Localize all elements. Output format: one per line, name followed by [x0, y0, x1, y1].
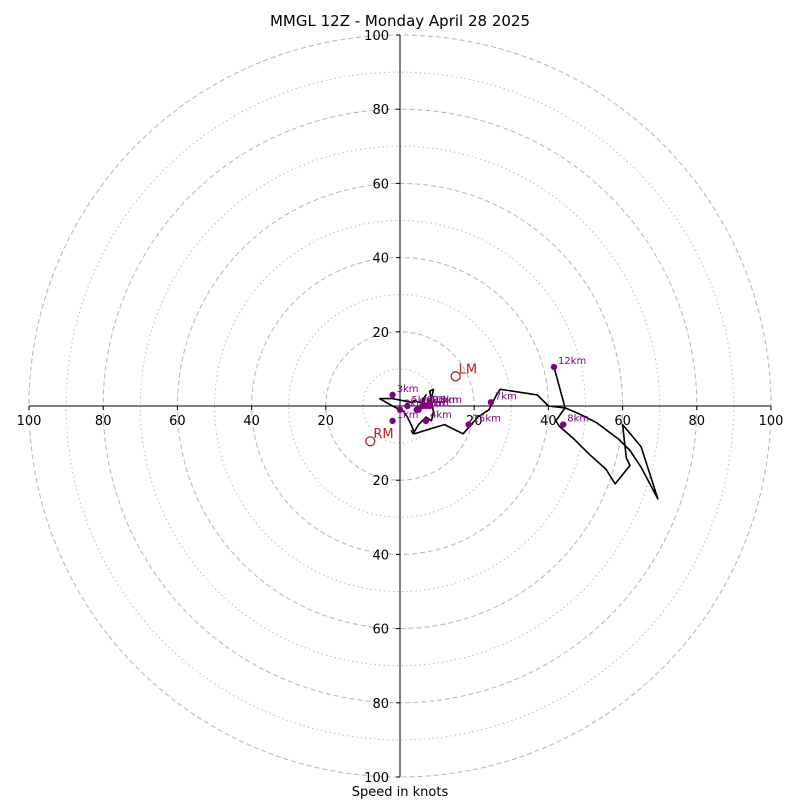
storm-motion-label: RM — [373, 427, 393, 442]
height-marker-label: 13km — [434, 395, 462, 406]
storm-motion-markers: LM RM — [365, 362, 477, 447]
height-marker-label: 12km — [558, 356, 586, 367]
y-tick-label: 60 — [372, 623, 389, 638]
height-marker-label: 3km — [397, 384, 419, 395]
y-tick-label: 60 — [372, 177, 389, 192]
height-marker-dot — [389, 417, 396, 425]
x-tick-label: 20 — [318, 414, 335, 429]
storm-motion-marker — [450, 371, 461, 382]
height-marker-dot — [413, 406, 420, 413]
x-tick-label: 80 — [689, 414, 706, 429]
x-tick-label: 80 — [95, 414, 112, 429]
height-marker-label: 15km — [473, 414, 501, 425]
height-marker-label: 6km — [426, 395, 448, 406]
height-marker-dot — [422, 417, 430, 425]
x-tick-label: 100 — [17, 414, 42, 429]
height-marker-dot — [426, 402, 433, 410]
height-marker-label: 9km — [423, 399, 445, 410]
x-axis-label: Speed in knots — [352, 785, 449, 800]
x-tick-label: 40 — [243, 414, 260, 429]
x-tick-label: 40 — [540, 414, 557, 429]
x-tick-label: 100 — [759, 414, 784, 429]
storm-motion-marker — [365, 436, 376, 447]
height-marker-dot — [389, 391, 396, 399]
height-marker-label: 4km — [430, 410, 452, 421]
y-tick-label: 100 — [364, 29, 389, 44]
height-marker-label: 5km — [411, 395, 433, 406]
axes: 100 80 60 40 20 20 40 60 80 100100806040202040608… — [17, 29, 784, 786]
y-tick-label: 20 — [372, 326, 389, 341]
height-marker-label: 8km — [567, 414, 589, 425]
hodograph-trace-layer — [378, 366, 659, 500]
height-marker-dot — [396, 406, 404, 413]
height-marker-label: 11km — [421, 399, 449, 410]
height-marker-label: 2km — [404, 399, 426, 410]
y-tick-label: 80 — [372, 103, 389, 118]
height-marker-dot — [550, 363, 558, 371]
y-tick-label: 20 — [372, 474, 389, 489]
height-marker-label: 10km — [430, 395, 458, 406]
height-marker-label: 1km — [397, 410, 419, 421]
hodograph-trace — [378, 366, 659, 500]
chart-title: MMGL 12Z - Monday April 28 2025 — [270, 12, 530, 30]
height-marker-dot — [560, 421, 567, 428]
x-tick-label: 60 — [614, 414, 631, 429]
y-tick-label: 100 — [364, 771, 389, 786]
y-tick-label: 40 — [372, 252, 389, 267]
x-tick-label: 60 — [169, 414, 186, 429]
height-marker-dot — [404, 402, 411, 410]
y-tick-label: 40 — [372, 548, 389, 563]
storm-motion-label: LM — [459, 362, 477, 377]
y-tick-label: 80 — [372, 697, 389, 712]
height-marker-dot — [465, 421, 472, 428]
height-marker-dot — [487, 399, 495, 406]
height-marker-label: 7km — [495, 391, 517, 402]
